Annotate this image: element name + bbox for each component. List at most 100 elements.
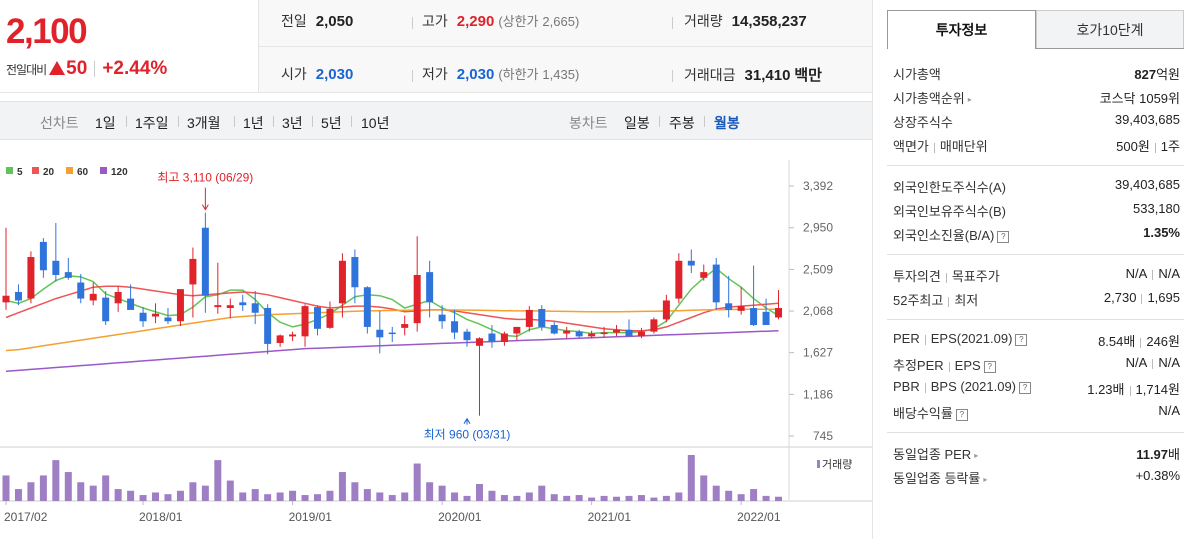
candle-body	[52, 260, 60, 275]
amount-unit: 백만	[794, 67, 822, 84]
help-icon[interactable]: ?	[955, 408, 968, 421]
cap-rank-value: 코스닥 1059위	[1099, 91, 1180, 106]
divider	[351, 116, 352, 127]
industry-change: 동일업종 등락률 ▸	[893, 468, 987, 487]
help-icon[interactable]: ?	[1015, 333, 1028, 346]
trade-amount: 거래대금 31,410 백만	[684, 64, 822, 85]
par-unit-labels: 액면가 매매단위	[893, 136, 988, 155]
section-divider	[887, 165, 1184, 166]
line-chart-label: 선차트	[40, 115, 79, 131]
foreign-hold-value: 533,180	[1133, 201, 1180, 216]
divider	[1140, 337, 1142, 348]
volume-bar	[588, 497, 596, 501]
tab-weekly[interactable]: 주봉	[669, 115, 695, 131]
volume-bar	[525, 492, 533, 501]
candle-body	[139, 312, 147, 322]
legend-swatch	[32, 167, 39, 174]
tab-1week[interactable]: 1주일	[135, 115, 169, 131]
unit-label: 매매단위	[939, 139, 988, 154]
tab-3year[interactable]: 3년	[282, 115, 303, 131]
candle-chart-label: 봉차트	[569, 115, 608, 131]
candle-body	[451, 321, 459, 333]
candle-body	[189, 258, 197, 285]
candle-body	[737, 306, 745, 311]
tab-investment-info[interactable]: 투자정보	[887, 10, 1036, 49]
tab-5year[interactable]: 5년	[321, 115, 342, 131]
tab-underline	[1036, 48, 1184, 49]
par-label: 액면가	[893, 139, 929, 154]
candle-body	[388, 332, 396, 335]
candle-body	[463, 331, 471, 341]
est-per-value: N/A	[1125, 355, 1148, 370]
volume-bar	[650, 497, 658, 501]
market-cap: 827억원	[1134, 64, 1180, 83]
volume-bar	[376, 492, 384, 501]
candle-body	[201, 227, 209, 296]
per-labels: PER EPS(2021.09)?	[893, 331, 1028, 346]
industry-change-row[interactable]: 동일업종 등락률 ▸ +0.38%	[893, 468, 1180, 488]
divider	[412, 17, 413, 29]
candle-body	[251, 303, 259, 313]
high-annotation: 최고 3,110 (06/29)	[157, 171, 253, 185]
industry-change-value: +0.38%	[1135, 468, 1180, 483]
volume-bar	[189, 482, 197, 501]
arrow-right-icon: ▸	[974, 451, 979, 461]
candle-body	[351, 257, 359, 288]
high-value: 2,290	[456, 13, 495, 30]
tab-daily[interactable]: 일봉	[624, 115, 650, 131]
eps-label: EPS(2021.09)	[930, 331, 1013, 346]
x-tick-label: 2020/01	[438, 510, 482, 524]
pbr-value: 1.23배	[1087, 382, 1125, 397]
volume-bar	[700, 475, 708, 501]
candle-body	[127, 298, 135, 310]
tab-1year[interactable]: 1년	[243, 115, 264, 131]
volume-value: 14,358,237	[731, 13, 807, 30]
candle-body	[77, 282, 85, 299]
ma-line-60	[5, 308, 779, 352]
volume-bar	[426, 482, 434, 501]
eps-value: 246원	[1146, 334, 1180, 349]
lower-limit-value: 1,435)	[542, 67, 580, 82]
tab-10year[interactable]: 10년	[361, 115, 390, 131]
market-cap-unit: 억원	[1156, 67, 1180, 82]
prev-close-value: 2,050	[315, 13, 354, 30]
tab-monthly[interactable]: 월봉	[714, 115, 740, 131]
high-arrow-icon	[201, 204, 209, 211]
tab-order-book[interactable]: 호가10단계	[1036, 10, 1184, 49]
pbr-label: PBR	[893, 379, 920, 394]
candle-body	[376, 329, 384, 338]
foreign-ratio-row: 외국인소진율(B/A)? 1.35%	[893, 225, 1180, 245]
prev-close: 전일 2,050	[281, 11, 353, 31]
legend-label: 60	[77, 167, 89, 178]
cap-rank-row[interactable]: 시가총액순위 ▸ 코스닥 1059위	[893, 88, 1180, 108]
divider	[94, 61, 96, 77]
industry-change-label: 동일업종 등락률	[893, 471, 981, 486]
help-icon[interactable]: ?	[997, 230, 1010, 243]
divider	[178, 116, 179, 127]
candle-body	[513, 326, 521, 334]
candle-body	[675, 260, 683, 299]
divider	[234, 116, 235, 127]
help-icon[interactable]: ?	[1019, 381, 1032, 394]
help-icon[interactable]: ?	[983, 360, 996, 373]
candle-body	[176, 289, 184, 322]
tab-3month[interactable]: 3개월	[187, 115, 221, 131]
candle-body	[326, 308, 334, 328]
volume-bar	[102, 475, 110, 501]
volume-bar	[737, 494, 745, 501]
tab-1day[interactable]: 1일	[95, 115, 116, 131]
candle-body	[725, 303, 733, 310]
par-row: 액면가 매매단위 500원 1주	[893, 136, 1180, 156]
candle-body	[239, 302, 247, 306]
divider	[948, 296, 950, 307]
candle-body	[625, 329, 633, 337]
arrow-right-icon: ▸	[967, 95, 972, 105]
candle-body	[588, 333, 596, 337]
volume-bar	[314, 494, 321, 501]
x-tick-label: 2019/01	[289, 510, 333, 524]
volume: 거래량 14,358,237	[684, 11, 807, 31]
industry-per-row[interactable]: 동일업종 PER ▸ 11.97배	[893, 444, 1180, 464]
volume-bar	[625, 495, 633, 501]
volume-bar	[27, 482, 35, 501]
volume-bar	[451, 492, 459, 501]
